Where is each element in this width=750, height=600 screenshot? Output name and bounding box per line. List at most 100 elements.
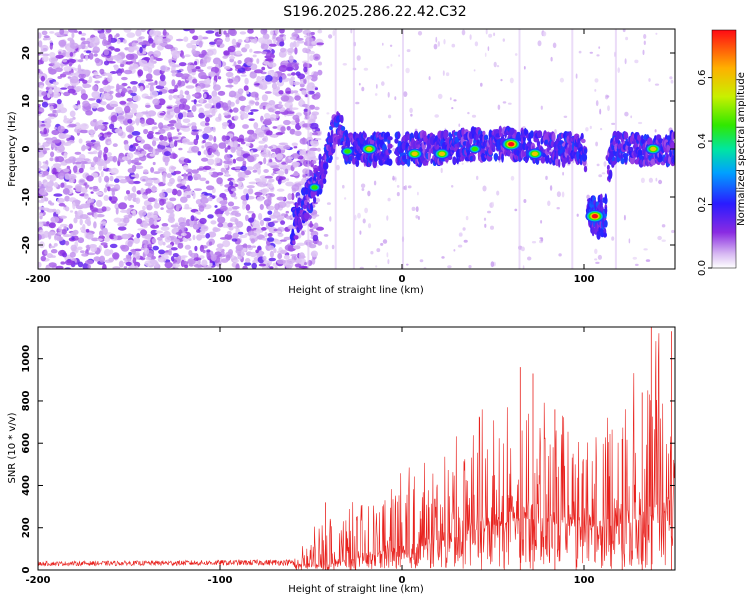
spectrogram-noise-cell bbox=[299, 83, 305, 88]
spectrogram-noise-cell bbox=[469, 34, 472, 40]
spectrogram-noise-cell bbox=[556, 207, 560, 210]
spectrogram-noise-cell bbox=[181, 180, 187, 185]
spectrogram-noise-cell bbox=[153, 69, 162, 76]
spectrogram-noise-cell bbox=[168, 94, 173, 101]
spectrogram-noise-cell bbox=[227, 29, 236, 35]
spectrogram-ridge-cell bbox=[483, 134, 489, 141]
spectrogram-noise-cell bbox=[258, 131, 265, 138]
spectrogram-noise-cell bbox=[193, 257, 202, 261]
spectrogram-noise-cell bbox=[102, 263, 107, 269]
spectrogram-noise-cell bbox=[507, 102, 512, 105]
spectrogram-noise-cell bbox=[265, 57, 274, 62]
spectrogram-noise-cell bbox=[289, 104, 293, 111]
spectrogram-noise-cell bbox=[272, 126, 278, 129]
spectrogram-noise-cell bbox=[458, 123, 461, 127]
spectrogram-noise-cell bbox=[269, 214, 277, 219]
spectrogram-noise-cell bbox=[86, 252, 96, 256]
spectrogram-noise-cell bbox=[669, 76, 673, 80]
spectrogram-noise-cell bbox=[107, 75, 113, 83]
spectrogram-noise-cell bbox=[145, 256, 152, 261]
spectrogram-noise-cell bbox=[248, 118, 255, 121]
spectrogram-noise-cell bbox=[205, 122, 210, 126]
spectrogram-noise-cell bbox=[249, 48, 253, 53]
spectrogram-noise-cell bbox=[163, 230, 171, 238]
spectrogram-noise-cell bbox=[563, 115, 568, 119]
spectrogram-noise-cell bbox=[130, 81, 138, 85]
spectrogram-noise-cell bbox=[146, 42, 151, 47]
spectrogram-noise-cell bbox=[247, 129, 255, 135]
spectrogram-noise-cell bbox=[159, 112, 165, 116]
spectrogram-noise-cell bbox=[193, 173, 202, 180]
spectrogram-noise-cell bbox=[200, 225, 209, 232]
spectrogram-noise-cell bbox=[58, 51, 62, 55]
spectrogram-noise-cell bbox=[259, 104, 263, 110]
spectrogram-noise-cell bbox=[170, 126, 175, 130]
spectrogram-noise-cell bbox=[46, 181, 55, 187]
spectrogram-noise-cell bbox=[142, 223, 149, 226]
spectrogram-noise-cell bbox=[90, 191, 94, 194]
spectrogram-noise-cell bbox=[654, 83, 660, 86]
spectrogram-noise-cell bbox=[417, 191, 419, 196]
snr-y-tick-label: 600 bbox=[21, 433, 32, 454]
spectrogram-noise-cell bbox=[309, 228, 314, 232]
snr-frame bbox=[37, 326, 676, 571]
spectrogram-noise-cell bbox=[46, 139, 54, 144]
spectrogram-noise-cell bbox=[157, 98, 166, 106]
spectrogram-noise-cell bbox=[39, 71, 44, 74]
spectrogram-noise-cell bbox=[267, 205, 275, 211]
spectrogram-noise-cell bbox=[441, 256, 445, 259]
spectrogram-noise-cell bbox=[77, 100, 81, 106]
spectrogram-noise-cell bbox=[147, 82, 157, 86]
spectrogram-noise-cell bbox=[272, 168, 280, 172]
spectrogram-noise-cell bbox=[42, 170, 49, 176]
spectrogram-noise-cell bbox=[80, 53, 85, 60]
spectrogram-noise-cell bbox=[245, 166, 254, 171]
spectrogram-ridge-cell bbox=[313, 196, 317, 204]
spectrogram-noise-cell bbox=[562, 171, 564, 176]
spectrogram-noise-cell bbox=[396, 185, 400, 188]
spectrogram-noise-cell bbox=[176, 189, 182, 197]
spectrogram-ridge-cell bbox=[406, 158, 411, 167]
spectrogram-noise-cell bbox=[152, 245, 159, 251]
spectrogram-noise-cell bbox=[167, 244, 173, 248]
spectrogram-noise-cell bbox=[267, 232, 273, 237]
spectrogram-noise-cell bbox=[164, 261, 173, 269]
spectrogram-noise-cell bbox=[162, 29, 167, 36]
spectrogram-noise-cell bbox=[132, 59, 137, 63]
spectrogram-noise-cell bbox=[204, 193, 213, 196]
spectrogram-ridge-cell bbox=[322, 162, 329, 170]
spectrogram-noise-cell bbox=[120, 68, 125, 73]
spectrogram-noise-cell bbox=[142, 178, 146, 182]
spectrogram-noise-cell bbox=[303, 78, 307, 85]
spectrogram-noise-cell bbox=[244, 43, 250, 49]
spectrogram-noise-cell bbox=[85, 110, 93, 116]
colorbar-ticks: 0.0 0.2 0.4 0.6 bbox=[697, 70, 712, 276]
spectrogram-noise-cell bbox=[111, 200, 117, 204]
spectrogram-ridge-cell bbox=[660, 161, 666, 166]
spectrogram-noise-cell bbox=[156, 236, 163, 241]
spectrogram-noise-cell bbox=[170, 70, 178, 74]
spectrogram-ridge-cell bbox=[642, 148, 647, 154]
spectrogram-noise-cell bbox=[247, 155, 255, 163]
spectrogram-noise-cell bbox=[131, 186, 136, 192]
spectrogram-noise-cell bbox=[48, 262, 57, 268]
spectrogram-noise-cell bbox=[253, 122, 259, 130]
spectrogram-noise-cell bbox=[79, 218, 83, 226]
spectrogram-noise-cell bbox=[112, 252, 120, 260]
spectrogram-noise-cell bbox=[415, 206, 419, 213]
spectrogram-noise-cell bbox=[49, 174, 57, 182]
spectrogram-noise-cell bbox=[192, 223, 200, 230]
spectrogram-noise-cell bbox=[38, 160, 42, 167]
spectrogram-noise-cell bbox=[272, 34, 276, 39]
spectrogram-ridge-cell bbox=[449, 133, 453, 138]
spectrogram-noise-cell bbox=[63, 134, 71, 138]
spectrogram-noise-cell bbox=[291, 142, 298, 147]
spectrogram-x-tick-label: -200 bbox=[25, 274, 50, 285]
spectrogram-noise-cell bbox=[136, 232, 141, 239]
spectrogram-noise-cell bbox=[313, 214, 320, 217]
spectrogram-noise-cell bbox=[236, 150, 242, 157]
spectrogram-noise-cell bbox=[559, 77, 565, 83]
spectrogram-noise-cell bbox=[497, 104, 501, 110]
spectrogram-noise-cell bbox=[206, 185, 215, 191]
spectrogram-noise-cell bbox=[182, 118, 191, 124]
